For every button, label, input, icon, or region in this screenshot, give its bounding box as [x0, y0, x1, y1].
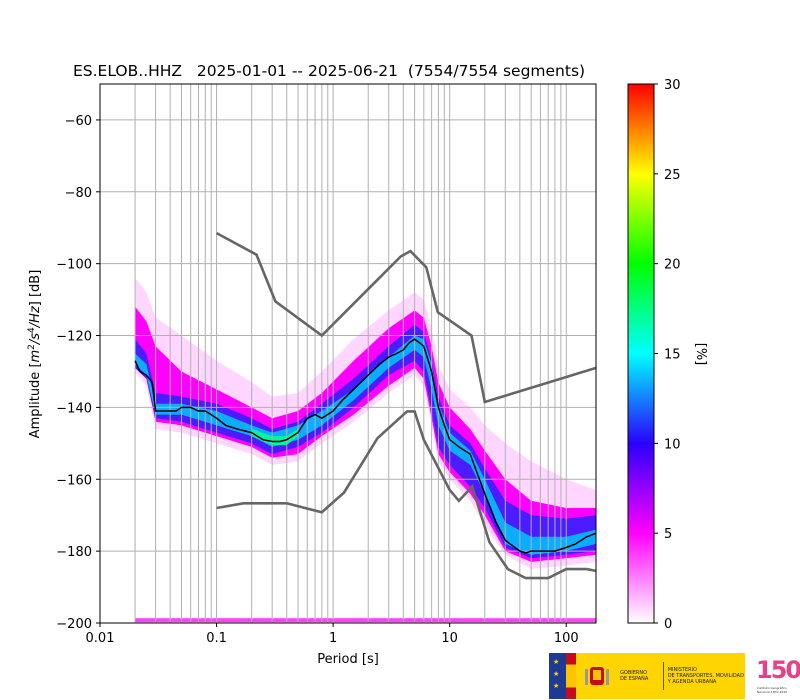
- ministry-text: MINISTERIO DE TRANSPORTES, MOVILIDAD Y A…: [668, 667, 745, 685]
- x-tick-label-2: 1: [329, 631, 337, 646]
- ministry-line-3: Y AGENDA URBANA: [667, 679, 717, 685]
- y-tick-label-6: −180: [56, 545, 92, 560]
- spain-flag-icon: [566, 653, 577, 699]
- density-floor-band: [135, 618, 596, 623]
- nhnm-curve: [215, 231, 596, 404]
- y-tick-label-7: −200: [56, 617, 92, 632]
- cbar-tick-label-2: 10: [664, 437, 681, 452]
- ign-anniversary-logo: 150 Instituto Geográfico Nacional 1870-2…: [754, 656, 800, 698]
- y-ticks: −60 −80 −100 −120 −140 −160 −180 −200: [56, 114, 100, 632]
- x-tick-label-3: 10: [441, 631, 458, 646]
- nlnm-curve: [216, 410, 596, 580]
- colorbar: [627, 83, 655, 624]
- eu-flag-icon: ★ ★ ★: [549, 653, 567, 699]
- noise-model-curves: [215, 231, 596, 580]
- ign-text: Instituto Geográfico Nacional 1870-2020: [756, 686, 788, 694]
- x-tick-label-0: 0.01: [86, 631, 115, 646]
- chart-title: ES.ELOB..HHZ 2025-01-01 -- 2025-06-21 (7…: [73, 62, 585, 80]
- x-tick-label-1: 0.1: [206, 631, 227, 646]
- density-band-3: [135, 335, 596, 555]
- cbar-tick-label-4: 20: [664, 258, 681, 273]
- gov-line-1: GOBIERNO: [620, 670, 648, 676]
- x-tick-label-4: 100: [554, 631, 579, 646]
- logo-divider: [662, 662, 664, 690]
- mode-line-path: [134, 338, 596, 554]
- colorbar-label: [%]: [693, 343, 708, 366]
- ministry-line-1: MINISTERIO: [667, 667, 697, 673]
- y-axis-label: Amplitude [m2/s4/Hz] [dB]: [27, 270, 43, 439]
- colorbar-ticks: 0 5 10 15 20 25 30: [654, 78, 681, 632]
- x-axis-label: Period [s]: [317, 652, 379, 667]
- y-tick-label-2: −100: [56, 258, 92, 273]
- ministry-line-2: DE TRANSPORTES, MOVILIDAD: [667, 673, 744, 679]
- grid-lines: [100, 84, 596, 624]
- cbar-tick-label-0: 0: [664, 617, 672, 632]
- cbar-tick-label-6: 30: [664, 78, 681, 93]
- plot-frame: [99, 83, 597, 624]
- y-tick-label-1: −80: [65, 186, 92, 201]
- ministry-logo-banner: ★ ★ ★ GOBIERNO DE ESPAÑA MINISTERIO DE TRA…: [549, 653, 745, 699]
- y-tick-label-5: −160: [56, 473, 92, 488]
- ign-number: 150: [756, 656, 800, 684]
- y-tick-label-3: −120: [56, 330, 92, 345]
- x-ticks: 0.01 0.1 1 10 100: [86, 623, 579, 646]
- y-tick-label-0: −60: [65, 114, 92, 129]
- cbar-tick-label-1: 5: [664, 527, 672, 542]
- cbar-tick-label-3: 15: [664, 348, 681, 363]
- density-band-2: [135, 324, 596, 559]
- coat-of-arms-icon: [582, 661, 612, 691]
- density-bands: [135, 278, 596, 623]
- mode-line: [134, 338, 596, 554]
- y-tick-label-4: −140: [56, 401, 92, 416]
- government-text: GOBIERNO DE ESPAÑA: [620, 670, 659, 682]
- gov-line-2: DE ESPAÑA: [620, 676, 649, 682]
- cbar-tick-label-5: 25: [664, 168, 681, 183]
